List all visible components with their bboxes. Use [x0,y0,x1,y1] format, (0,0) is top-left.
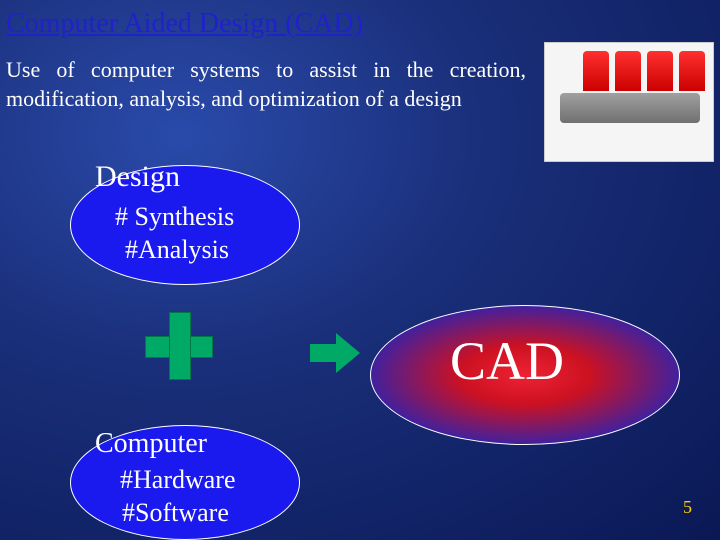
design-heading: Design [95,160,180,194]
plus-icon [145,312,213,380]
piston-icon [583,51,609,91]
slide-body-text: Use of computer systems to assist in the… [6,56,526,113]
slide-title: Computer Aided Design (CAD) [6,8,363,40]
cad-label: CAD [450,330,564,392]
computer-item-hardware: #Hardware [120,465,236,495]
computer-heading: Computer [95,428,207,460]
page-number: 5 [683,497,692,518]
piston-icon [615,51,641,91]
computer-item-software: #Software [122,498,229,528]
design-item-synthesis: # Synthesis [115,202,234,232]
arrow-right-icon [310,333,360,373]
cad-crankshaft-image [544,42,714,162]
design-item-analysis: #Analysis [125,235,229,265]
piston-icon [679,51,705,91]
crankshaft-shaft [560,93,700,123]
piston-icon [647,51,673,91]
